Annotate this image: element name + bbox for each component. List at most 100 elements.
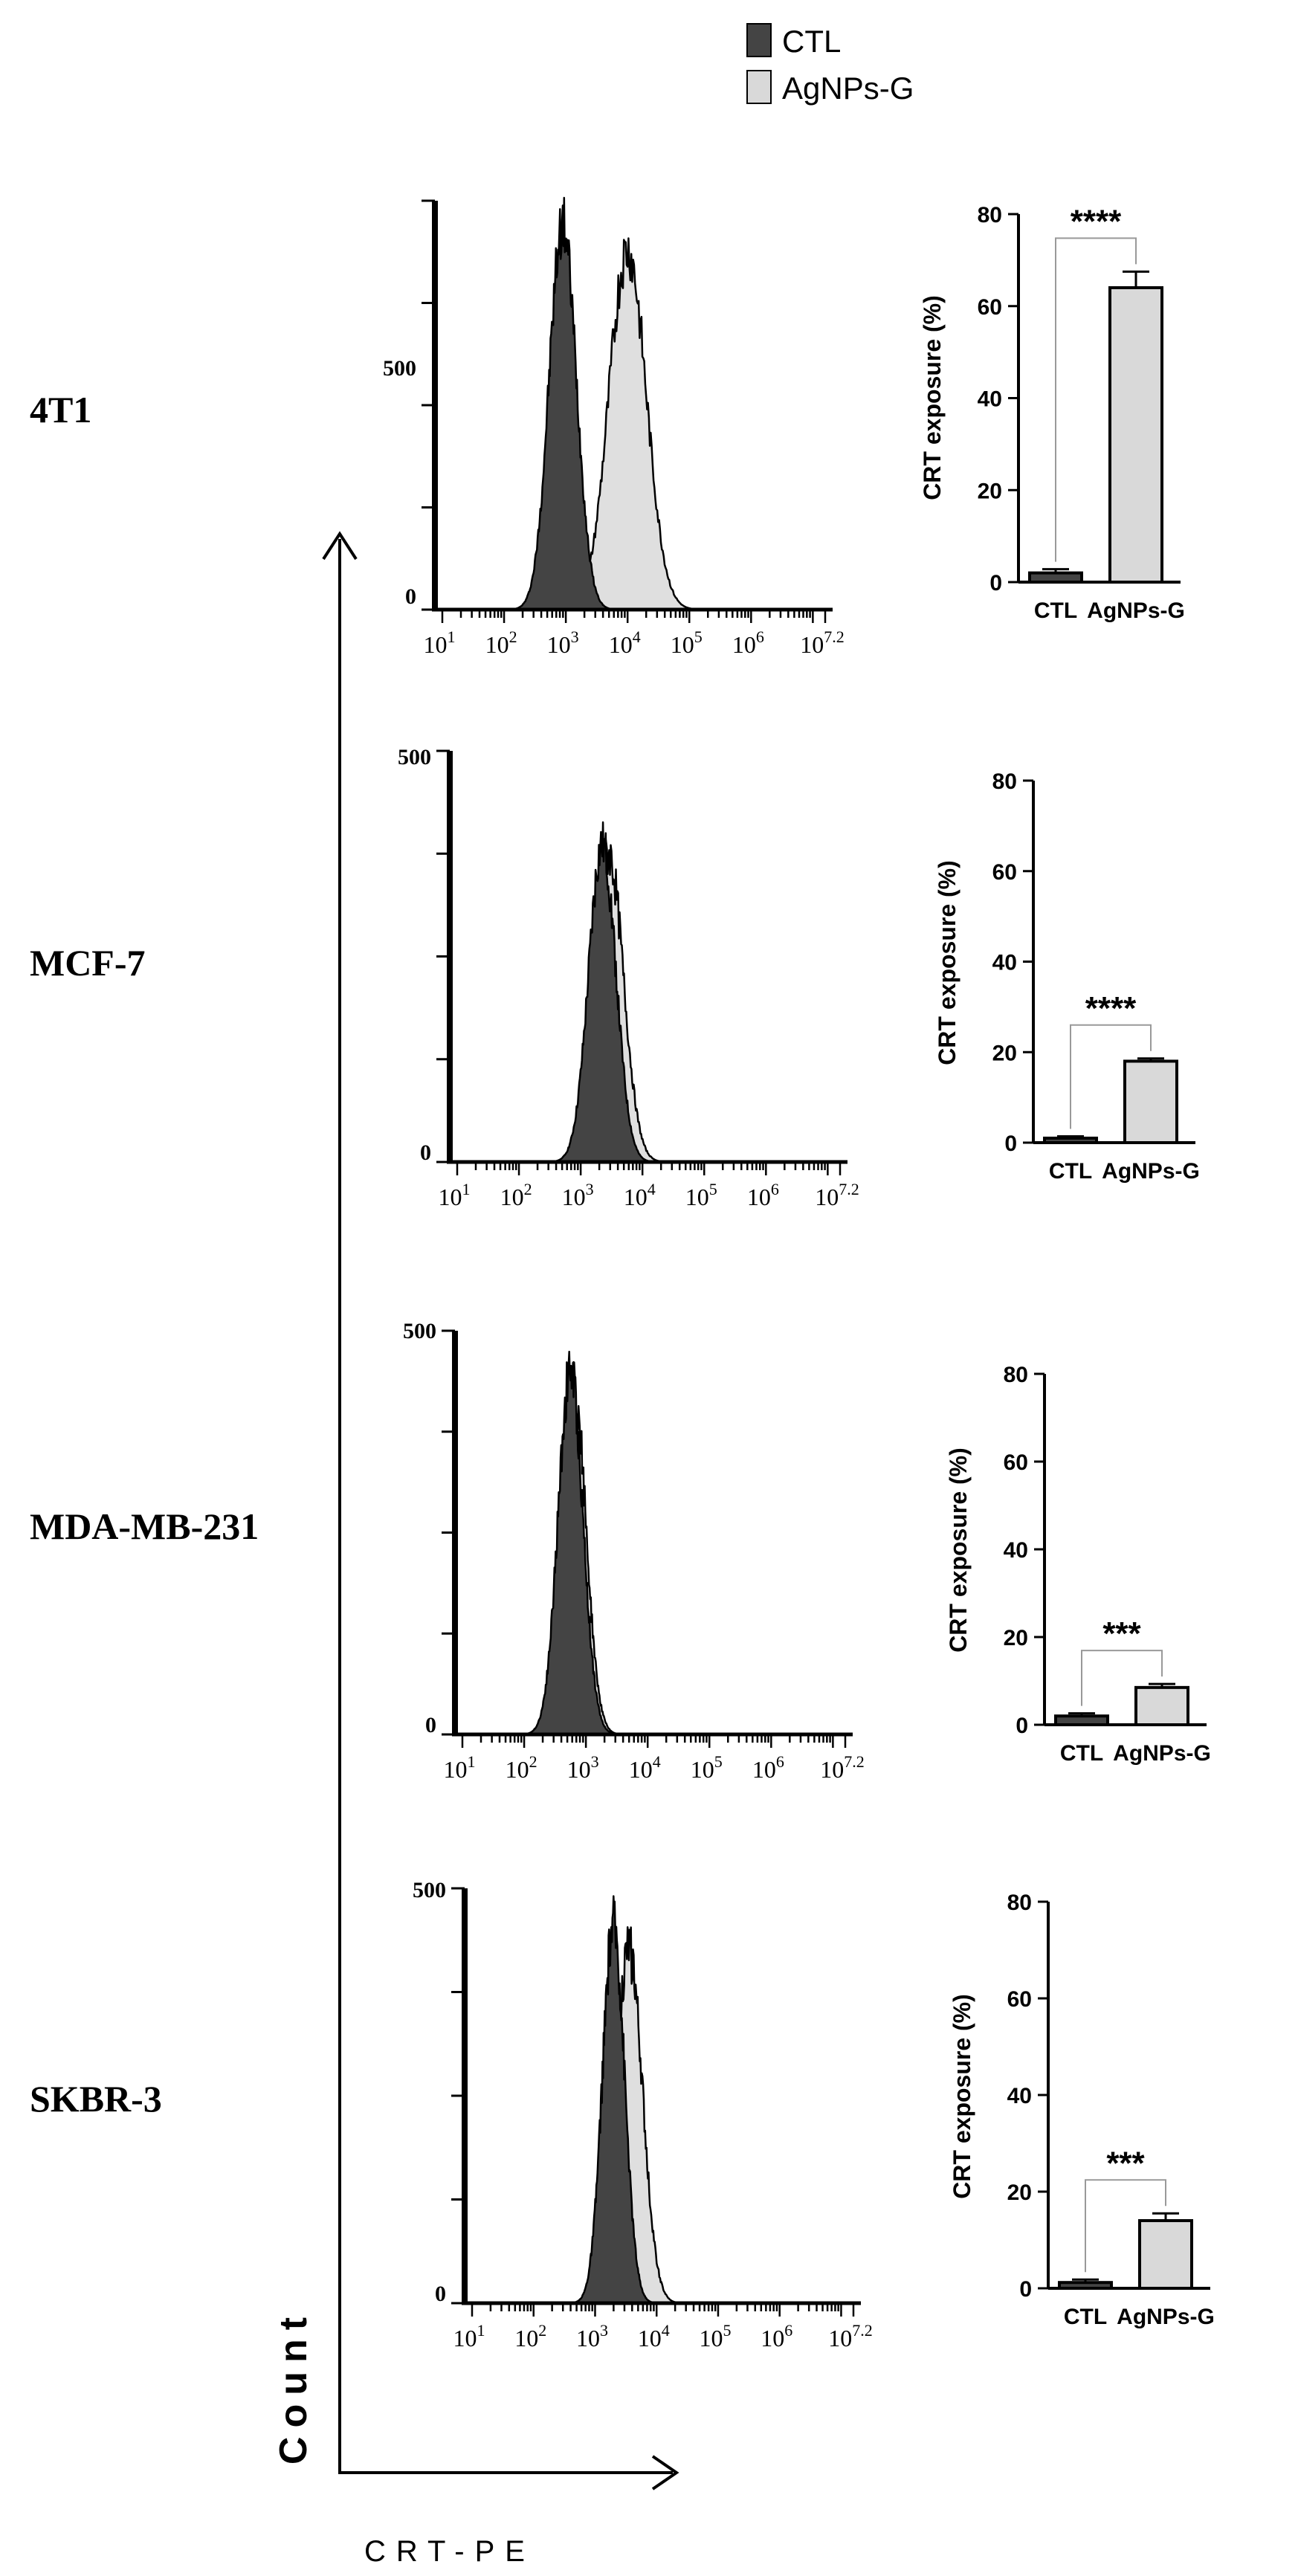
bar-y-tick-label: 0	[1016, 1714, 1028, 1738]
bar-category-label: AgNPs-G	[1113, 1741, 1211, 1766]
histogram-y-tick-label: 0	[425, 1713, 436, 1737]
bar-category-label: CTL	[1049, 1159, 1092, 1184]
bar-y-tick-label: 40	[1004, 1538, 1028, 1563]
bar-y-tick-label: 60	[1004, 1450, 1028, 1475]
bar-y-tick-label: 40	[992, 951, 1017, 975]
bar-category-label: CTL	[1060, 1741, 1103, 1766]
bar-y-tick-label: 20	[978, 479, 1002, 503]
histogram-y-tick-label: 0	[420, 1140, 431, 1165]
bar-y-tick-label: 20	[1004, 1626, 1028, 1650]
histogram-x-tick-label: 101	[453, 2321, 485, 2351]
significance-label: ****	[1071, 203, 1122, 239]
histogram-x-tick-label: 106	[752, 1752, 784, 1783]
histogram-x-tick-label: 105	[671, 627, 703, 658]
bar-y-axis-label: CRT exposure (%)	[934, 860, 960, 1065]
histogram-x-tick-label: 103	[562, 1180, 594, 1210]
histogram-x-tick-label: 103	[567, 1752, 599, 1783]
bar-y-tick-label: 60	[978, 295, 1002, 320]
bar-y-tick-label: 0	[1004, 1132, 1017, 1156]
bar-y-tick-label: 60	[992, 860, 1017, 885]
histogram-x-tick-label: 101	[439, 1180, 471, 1210]
crtpe-axis-label: CRT-PE	[364, 2535, 535, 2568]
legend-label-ctl: CTL	[782, 24, 841, 59]
histogram-skbr3: 500 0 101 102 103 104 105 106 107.2	[413, 1878, 873, 2351]
panel-labels: 4T1 MCF-7 MDA-MB-231 SKBR-3	[30, 389, 259, 2120]
histogram-y-tick-label: 0	[405, 584, 416, 609]
bar-agnps-g	[1123, 1059, 1178, 1145]
histogram-x-tick-label: 102	[500, 1180, 532, 1210]
histogram-series-ctl	[546, 821, 658, 1163]
bar-y-axis-label: CRT exposure (%)	[945, 1447, 972, 1653]
significance-label: ****	[1085, 990, 1137, 1027]
histogram-mdamb231: 500 0 101 102 103 104 105 106 107.2	[403, 1319, 865, 1783]
significance-bracket	[1081, 1650, 1163, 1706]
histogram-x-tick-label: 103	[576, 2321, 608, 2351]
bar-ctl	[1058, 2281, 1113, 2290]
bar-category-label: AgNPs-G	[1117, 2305, 1215, 2329]
histogram-y-tick-label: 500	[403, 1319, 436, 1343]
histogram-x-tick-label: 105	[685, 1180, 717, 1210]
bar-y-tick-label: 40	[1007, 2084, 1032, 2108]
bar-y-tick-label: 80	[1007, 1891, 1032, 1915]
histogram-x-tick-label: 105	[691, 1752, 723, 1783]
histogram-x-tick-label: 104	[609, 627, 641, 658]
legend-swatch-ctl	[746, 23, 772, 57]
histogram-x-tick-label: 102	[514, 2321, 546, 2351]
bar-y-axis-label: CRT exposure (%)	[949, 1994, 975, 2199]
histogram-x-tick-label: 106	[761, 2321, 792, 2351]
legend: CTL AgNPs-G	[746, 23, 914, 106]
histogram-x-tick-label: 104	[638, 2321, 670, 2351]
crtpe-axis-arrowhead	[651, 2455, 679, 2491]
bar-ctl	[1028, 571, 1083, 584]
histogram-x-tick-label: 103	[547, 627, 579, 658]
histogram-y-tick-label: 500	[398, 745, 431, 769]
bar-y-axis-label: CRT exposure (%)	[919, 295, 946, 500]
bar-category-label: CTL	[1034, 598, 1077, 623]
histogram-x-tick-label: 105	[699, 2321, 731, 2351]
histogram-y-tick-label: 500	[413, 1878, 446, 1902]
histogram-series-ctl	[520, 1350, 621, 1736]
histogram-y-tick-label: 0	[435, 2282, 446, 2306]
histogram-x-tick-label: 101	[424, 627, 456, 658]
bar-ctl	[1043, 1136, 1098, 1144]
bar-chart-mcf7: 0 20 40 60 80 CRT exposure (%) CTL AgNPs-G ****	[934, 769, 1200, 1184]
panel-label-mcf7: MCF-7	[30, 942, 146, 984]
global-axes: Count CRT-PE	[272, 531, 679, 2568]
bar-y-tick-label: 60	[1007, 1987, 1032, 2012]
bar-chart-4t1: 0 20 40 60 80 CRT exposure (%) CTL AgNPs-G ****	[919, 203, 1185, 623]
significance-bracket	[1070, 1024, 1152, 1129]
bar-y-tick-label: 20	[1007, 2180, 1032, 2205]
count-axis-arrowhead	[322, 531, 358, 561]
significance-label: ***	[1106, 2145, 1145, 2181]
bar-y-tick-label: 80	[978, 203, 1002, 227]
bar-ctl	[1054, 1714, 1109, 1726]
histogram-x-tick-label: 107.2	[820, 1752, 865, 1783]
legend-label-agnps: AgNPs-G	[782, 71, 914, 106]
bar-category-label: AgNPs-G	[1087, 598, 1185, 623]
histogram-x-tick-label: 107.2	[828, 2321, 873, 2351]
bar-y-tick-label: 0	[1019, 2277, 1032, 2302]
bar-chart-mdamb231: 0 20 40 60 80 CRT exposure (%) CTL AgNPs-G ***	[945, 1363, 1211, 1766]
histogram-x-tick-label: 101	[444, 1752, 476, 1783]
legend-swatch-agnps	[746, 70, 772, 104]
histogram-x-tick-label: 106	[747, 1180, 779, 1210]
histogram-x-tick-label: 106	[732, 627, 764, 658]
histogram-mcf7: 500 0 101 102 103 104 105 106 107.2	[398, 745, 859, 1210]
bar-agnps-g	[1138, 2219, 1193, 2290]
histogram-x-tick-label: 104	[629, 1752, 661, 1783]
histogram-x-tick-label: 107.2	[815, 1180, 859, 1210]
histogram-x-tick-label: 104	[624, 1180, 656, 1210]
histogram-x-tick-label: 107.2	[800, 627, 845, 658]
bar-y-tick-label: 20	[992, 1041, 1017, 1065]
bar-category-label: CTL	[1064, 2305, 1107, 2329]
histogram-x-tick-label: 102	[506, 1752, 537, 1783]
panel-label-skbr3: SKBR-3	[30, 2078, 162, 2120]
bar-chart-skbr3: 0 20 40 60 80 CRT exposure (%) CTL AgNPs-G ***	[949, 1891, 1215, 2329]
significance-label: ***	[1102, 1615, 1141, 1652]
histogram-x-tick-label: 102	[485, 627, 517, 658]
significance-bracket	[1085, 2179, 1166, 2273]
bar-agnps-g	[1108, 286, 1163, 584]
panel-label-4t1: 4T1	[30, 389, 91, 430]
histogram-4t1: 500 0 101 102 103 104 105 106 107.2	[383, 196, 845, 658]
count-axis-label: Count	[272, 2308, 315, 2464]
